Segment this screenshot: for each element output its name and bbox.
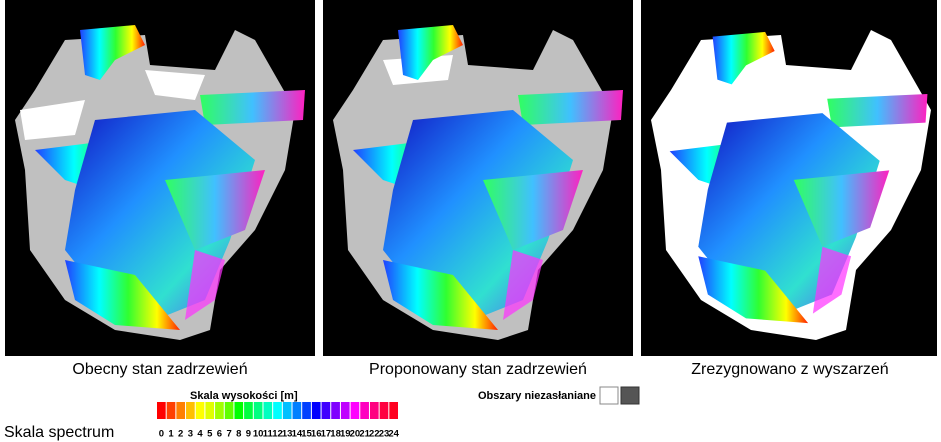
scale-swatch xyxy=(244,402,253,419)
scale-swatch xyxy=(157,402,166,419)
scale-swatch xyxy=(360,402,369,419)
scale-swatch xyxy=(341,402,350,419)
scale-swatch xyxy=(196,402,205,419)
scale-swatch xyxy=(254,402,263,419)
legend-title: Skala wysokości [m] xyxy=(190,390,298,402)
scale-swatch xyxy=(380,402,389,419)
scale-swatch xyxy=(283,402,292,419)
scale-swatch xyxy=(370,402,379,419)
scale-swatch xyxy=(273,402,282,419)
scale-swatch xyxy=(331,402,340,419)
scale-swatch xyxy=(205,402,214,419)
map-panel xyxy=(641,0,937,356)
scale-swatch xyxy=(302,402,311,419)
figure: Obecny stan zadrzewień Proponowany stan … xyxy=(0,0,941,442)
scale-label: 1 xyxy=(168,429,174,440)
scale-label: 8 xyxy=(236,429,241,440)
scale-swatch xyxy=(176,402,185,419)
scale-label: 5 xyxy=(207,429,213,440)
caption: Proponowany stan zadrzewień xyxy=(369,361,587,378)
scale-swatch xyxy=(225,402,234,419)
scale-swatch xyxy=(215,402,224,419)
scale-swatch xyxy=(322,402,331,419)
scale-label: 0 xyxy=(159,429,164,440)
scale-label: 9 xyxy=(246,429,251,440)
scale-swatch xyxy=(186,402,195,419)
scale-swatch xyxy=(263,402,272,419)
scale-label: 3 xyxy=(188,429,193,440)
scale-label: 6 xyxy=(217,429,222,440)
scale-swatch xyxy=(351,402,360,419)
legend-title: Obszary niezasłaniane xyxy=(478,390,596,402)
scale-label: 4 xyxy=(197,429,203,440)
scale-label: 24 xyxy=(388,429,399,440)
scale-swatch xyxy=(234,402,243,419)
caption: Obecny stan zadrzewień xyxy=(72,361,247,378)
caption: Zrezygnowano z wyszarzeń xyxy=(691,361,888,378)
grey-swatch xyxy=(621,387,639,404)
open-swatch xyxy=(600,387,618,404)
page: Obecny stan zadrzewień Proponowany stan … xyxy=(0,0,941,442)
legend-label: Skala spectrum xyxy=(4,424,114,441)
map-panel xyxy=(323,0,633,356)
map-panel xyxy=(5,0,315,356)
scale-swatch xyxy=(167,402,176,419)
scale-swatch xyxy=(293,402,302,419)
scale-label: 2 xyxy=(178,429,183,440)
scale-swatch xyxy=(312,402,321,419)
scale-swatch xyxy=(389,402,398,419)
scale-label: 7 xyxy=(226,429,231,440)
